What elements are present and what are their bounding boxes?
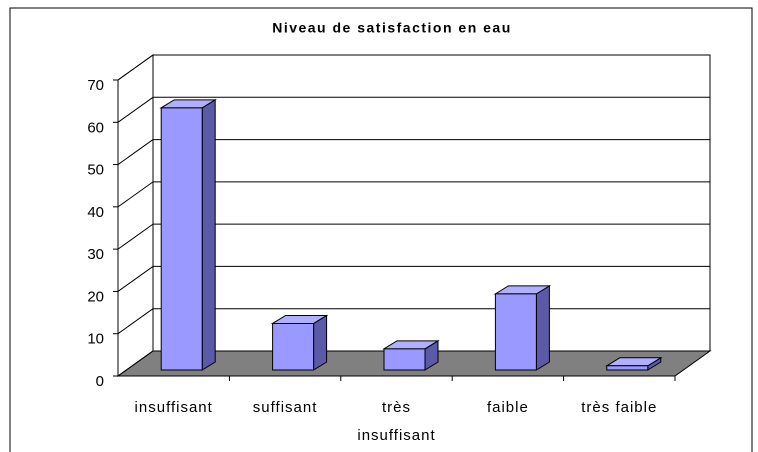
bar-side bbox=[535, 284, 550, 371]
grid-line-side bbox=[117, 266, 154, 292]
bar-side bbox=[201, 98, 216, 371]
side-wall bbox=[117, 54, 154, 377]
chart-title: Niveau de satisfaction en eau bbox=[272, 20, 512, 36]
bar bbox=[605, 356, 663, 371]
x-tick-label: faible bbox=[486, 399, 529, 416]
y-tick-label: 40 bbox=[87, 204, 104, 221]
bar bbox=[493, 284, 552, 371]
grid-line-side bbox=[117, 350, 154, 377]
y-tick-label: 0 bbox=[96, 373, 104, 390]
bar bbox=[159, 98, 217, 371]
x-tick-label: suffisant bbox=[252, 399, 318, 416]
bar-front bbox=[494, 293, 537, 371]
bar bbox=[270, 314, 329, 371]
x-tick-label: très insuffisant bbox=[357, 399, 436, 444]
y-tick-label: 30 bbox=[87, 246, 104, 263]
y-tick-label: 20 bbox=[87, 288, 104, 305]
grid-line-side bbox=[117, 54, 154, 81]
back-wall bbox=[152, 54, 711, 352]
grid-line-side bbox=[117, 223, 154, 250]
bar-front bbox=[160, 107, 203, 371]
x-tick-label: très faible bbox=[581, 399, 658, 416]
y-tick-label: 10 bbox=[87, 331, 104, 348]
bar-side bbox=[313, 314, 328, 371]
y-tick-label: 50 bbox=[87, 162, 104, 179]
grid-line-side bbox=[117, 96, 154, 123]
bar bbox=[382, 339, 440, 371]
bar-front bbox=[606, 365, 649, 371]
y-tick-label: 60 bbox=[87, 119, 104, 136]
x-tick-label: insuffisant bbox=[134, 399, 213, 416]
bar-front bbox=[383, 348, 426, 371]
y-tick-label: 70 bbox=[87, 77, 104, 94]
grid-line-side bbox=[117, 139, 154, 165]
bar-front bbox=[272, 322, 315, 371]
grid-line-side bbox=[117, 181, 154, 208]
grid-line-side bbox=[117, 308, 154, 335]
